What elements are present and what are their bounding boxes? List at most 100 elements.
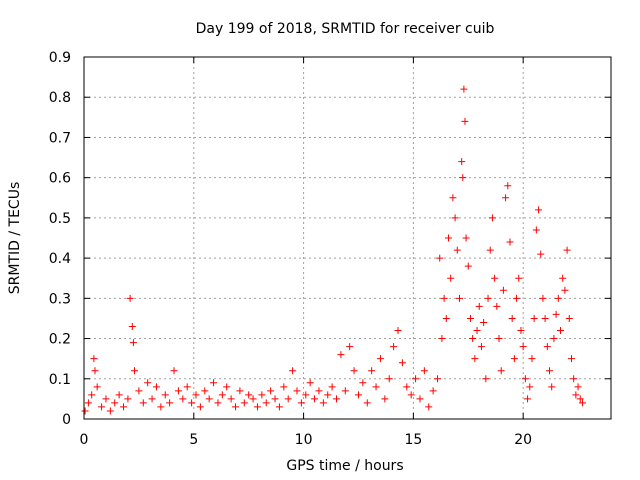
data-point <box>519 343 527 351</box>
data-point <box>245 391 253 399</box>
data-point <box>262 399 270 407</box>
data-point <box>196 403 204 411</box>
data-point <box>346 343 354 351</box>
data-point <box>363 399 371 407</box>
data-point <box>407 391 415 399</box>
data-point <box>521 375 529 383</box>
data-point <box>106 407 114 415</box>
data-point <box>341 387 349 395</box>
data-point <box>359 379 367 387</box>
data-point <box>471 355 479 363</box>
data-point <box>311 395 319 403</box>
data-point <box>210 379 218 387</box>
y-tick-label: 0.4 <box>49 251 71 267</box>
data-point <box>530 314 538 322</box>
data-point <box>297 399 305 407</box>
x-tick-label: 0 <box>80 432 89 448</box>
data-point <box>416 395 424 403</box>
data-point <box>436 254 444 262</box>
data-point <box>201 387 209 395</box>
data-point <box>493 302 501 310</box>
data-point <box>513 294 521 302</box>
data-point <box>455 294 463 302</box>
data-point <box>440 294 448 302</box>
data-point <box>565 314 573 322</box>
data-point <box>328 383 336 391</box>
data-point <box>306 379 314 387</box>
data-point <box>466 314 474 322</box>
data-point <box>484 294 492 302</box>
data-point <box>81 407 89 415</box>
data-point <box>482 375 490 383</box>
data-point <box>214 399 222 407</box>
data-point <box>319 399 327 407</box>
data-points <box>81 85 586 415</box>
data-point <box>333 395 341 403</box>
y-tick-label: 0 <box>62 412 71 428</box>
y-tick-label: 0.9 <box>49 50 71 66</box>
data-point <box>240 399 248 407</box>
data-point <box>183 383 191 391</box>
data-point <box>390 343 398 351</box>
data-point <box>385 375 393 383</box>
data-point <box>412 375 420 383</box>
grid <box>84 57 611 419</box>
data-point <box>253 403 261 411</box>
data-point <box>403 383 411 391</box>
data-point <box>473 327 481 335</box>
data-point <box>192 391 200 399</box>
data-point <box>398 359 406 367</box>
data-point <box>258 391 266 399</box>
plot-frame <box>83 56 612 420</box>
data-point <box>337 351 345 359</box>
data-point <box>574 383 582 391</box>
data-point <box>354 391 362 399</box>
data-point <box>486 246 494 254</box>
x-tick-label: 20 <box>514 432 532 448</box>
data-point <box>458 158 466 166</box>
data-point <box>84 399 92 407</box>
data-point <box>148 395 156 403</box>
data-point <box>280 383 288 391</box>
x-tick-label: 5 <box>189 432 198 448</box>
data-point <box>131 367 139 375</box>
data-point <box>464 262 472 270</box>
data-point <box>459 174 467 182</box>
data-point <box>442 314 450 322</box>
data-point <box>462 234 470 242</box>
data-point <box>166 399 174 407</box>
data-point <box>445 234 453 242</box>
data-point <box>515 274 523 282</box>
data-point <box>554 294 562 302</box>
data-point <box>491 274 499 282</box>
data-point <box>517 327 525 335</box>
data-point <box>541 314 549 322</box>
data-point <box>249 395 257 403</box>
data-point <box>528 355 536 363</box>
data-point <box>578 399 586 407</box>
data-point <box>170 367 178 375</box>
x-axis-label: GPS time / hours <box>286 458 403 474</box>
data-point <box>271 395 279 403</box>
data-point <box>546 367 554 375</box>
data-point <box>284 395 292 403</box>
data-point <box>429 387 437 395</box>
data-point <box>539 294 547 302</box>
data-point <box>120 403 128 411</box>
data-point <box>451 214 459 222</box>
y-tick-label: 0.1 <box>49 372 71 388</box>
data-point <box>315 387 323 395</box>
data-point <box>302 391 310 399</box>
data-point <box>475 302 483 310</box>
data-point <box>576 395 584 403</box>
tick-labels: 0 0.1 0.2 0.3 0.4 0.5 0.6 0.7 0.8 0.9 0 5 10 15 20 <box>49 50 532 448</box>
data-point <box>434 375 442 383</box>
data-point <box>497 367 505 375</box>
data-point <box>372 383 380 391</box>
data-point <box>537 250 545 258</box>
data-point <box>552 310 560 318</box>
data-point <box>572 391 580 399</box>
data-point <box>157 403 165 411</box>
data-point <box>550 335 558 343</box>
